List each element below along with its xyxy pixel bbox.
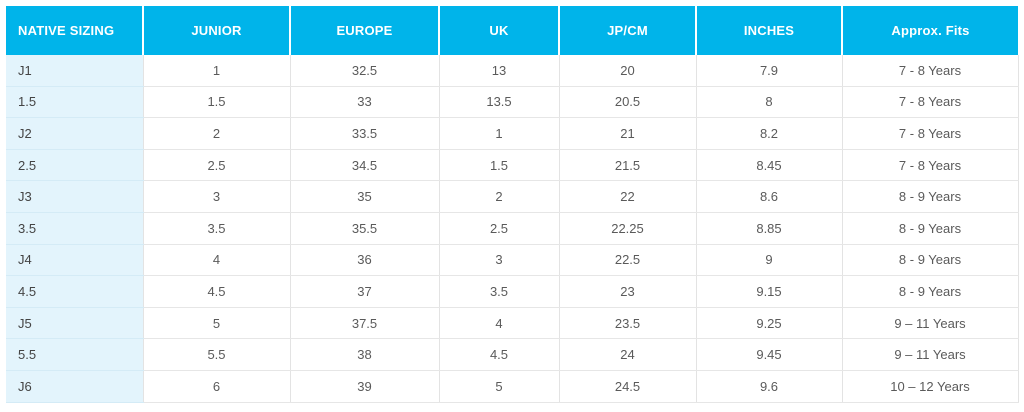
header-row: NATIVE SIZING JUNIOR EUROPE UK JP/CM INC… bbox=[6, 6, 1018, 55]
cell-junior: 3 bbox=[142, 180, 290, 213]
cell-jp-cm: 24.5 bbox=[558, 370, 696, 403]
table-row: 1.5 1.5 33 13.5 20.5 8 7 - 8 Years bbox=[6, 86, 1019, 119]
cell-native-size: J3 bbox=[6, 180, 143, 213]
table-row: 2.5 2.5 34.5 1.5 21.5 8.45 7 - 8 Years bbox=[6, 149, 1019, 182]
cell-junior: 6 bbox=[142, 370, 290, 403]
cell-inches: 8.85 bbox=[695, 212, 842, 245]
cell-uk: 13.5 bbox=[438, 86, 559, 119]
cell-europe: 37.5 bbox=[289, 307, 439, 340]
cell-inches: 9.45 bbox=[695, 338, 842, 371]
cell-inches: 7.9 bbox=[695, 55, 842, 87]
cell-jp-cm: 20 bbox=[558, 55, 696, 87]
cell-europe: 33 bbox=[289, 86, 439, 119]
cell-inches: 9.25 bbox=[695, 307, 842, 340]
cell-uk: 13 bbox=[438, 55, 559, 87]
cell-uk: 5 bbox=[438, 370, 559, 403]
cell-uk: 3 bbox=[438, 244, 559, 277]
cell-jp-cm: 21.5 bbox=[558, 149, 696, 182]
table-row: 3.5 3.5 35.5 2.5 22.25 8.85 8 - 9 Years bbox=[6, 212, 1019, 245]
cell-uk: 2.5 bbox=[438, 212, 559, 245]
cell-europe: 35.5 bbox=[289, 212, 439, 245]
cell-jp-cm: 24 bbox=[558, 338, 696, 371]
cell-jp-cm: 22.25 bbox=[558, 212, 696, 245]
cell-inches: 9.15 bbox=[695, 275, 842, 308]
cell-native-size: J1 bbox=[6, 55, 143, 87]
cell-jp-cm: 22.5 bbox=[558, 244, 696, 277]
cell-native-size: 5.5 bbox=[6, 338, 143, 371]
cell-europe: 36 bbox=[289, 244, 439, 277]
cell-inches: 8 bbox=[695, 86, 842, 119]
cell-junior: 3.5 bbox=[142, 212, 290, 245]
table-row: J3 3 35 2 22 8.6 8 - 9 Years bbox=[6, 180, 1019, 213]
cell-native-size: J5 bbox=[6, 307, 143, 340]
size-chart-table: NATIVE SIZING JUNIOR EUROPE UK JP/CM INC… bbox=[6, 6, 1019, 403]
cell-native-size: 4.5 bbox=[6, 275, 143, 308]
table-row: J2 2 33.5 1 21 8.2 7 - 8 Years bbox=[6, 117, 1019, 150]
table-row: 5.5 5.5 38 4.5 24 9.45 9 – 11 Years bbox=[6, 338, 1019, 371]
cell-europe: 35 bbox=[289, 180, 439, 213]
cell-approx-fits: 8 - 9 Years bbox=[841, 180, 1019, 213]
header-approx-fits: Approx. Fits bbox=[841, 6, 1018, 55]
cell-native-size: 2.5 bbox=[6, 149, 143, 182]
cell-native-size: J6 bbox=[6, 370, 143, 403]
cell-approx-fits: 8 - 9 Years bbox=[841, 275, 1019, 308]
header-uk: UK bbox=[438, 6, 559, 55]
cell-junior: 5 bbox=[142, 307, 290, 340]
cell-approx-fits: 9 – 11 Years bbox=[841, 338, 1019, 371]
header-europe: EUROPE bbox=[289, 6, 439, 55]
table-row: J5 5 37.5 4 23.5 9.25 9 – 11 Years bbox=[6, 307, 1019, 340]
cell-native-size: J2 bbox=[6, 117, 143, 150]
cell-europe: 32.5 bbox=[289, 55, 439, 87]
cell-jp-cm: 23 bbox=[558, 275, 696, 308]
cell-uk: 2 bbox=[438, 180, 559, 213]
cell-uk: 1 bbox=[438, 117, 559, 150]
cell-native-size: J4 bbox=[6, 244, 143, 277]
cell-europe: 39 bbox=[289, 370, 439, 403]
cell-europe: 33.5 bbox=[289, 117, 439, 150]
cell-approx-fits: 8 - 9 Years bbox=[841, 244, 1019, 277]
table-row: J6 6 39 5 24.5 9.6 10 – 12 Years bbox=[6, 370, 1019, 403]
cell-approx-fits: 7 - 8 Years bbox=[841, 86, 1019, 119]
cell-junior: 4.5 bbox=[142, 275, 290, 308]
cell-uk: 3.5 bbox=[438, 275, 559, 308]
table-body: J1 1 32.5 13 20 7.9 7 - 8 Years 1.5 1.5 33 13.5 20.… bbox=[6, 55, 1019, 403]
cell-jp-cm: 20.5 bbox=[558, 86, 696, 119]
cell-jp-cm: 22 bbox=[558, 180, 696, 213]
header-native-sizing: NATIVE SIZING bbox=[6, 6, 143, 55]
cell-inches: 9 bbox=[695, 244, 842, 277]
header-junior: JUNIOR bbox=[142, 6, 290, 55]
cell-approx-fits: 10 – 12 Years bbox=[841, 370, 1019, 403]
cell-inches: 9.6 bbox=[695, 370, 842, 403]
cell-europe: 38 bbox=[289, 338, 439, 371]
cell-junior: 1 bbox=[142, 55, 290, 87]
cell-junior: 4 bbox=[142, 244, 290, 277]
table-row: J4 4 36 3 22.5 9 8 - 9 Years bbox=[6, 244, 1019, 277]
table-row: J1 1 32.5 13 20 7.9 7 - 8 Years bbox=[6, 55, 1019, 87]
table-row: 4.5 4.5 37 3.5 23 9.15 8 - 9 Years bbox=[6, 275, 1019, 308]
cell-approx-fits: 7 - 8 Years bbox=[841, 117, 1019, 150]
cell-junior: 2.5 bbox=[142, 149, 290, 182]
cell-jp-cm: 21 bbox=[558, 117, 696, 150]
cell-approx-fits: 7 - 8 Years bbox=[841, 55, 1019, 87]
cell-approx-fits: 7 - 8 Years bbox=[841, 149, 1019, 182]
cell-inches: 8.6 bbox=[695, 180, 842, 213]
cell-approx-fits: 9 – 11 Years bbox=[841, 307, 1019, 340]
header-inches: INCHES bbox=[695, 6, 842, 55]
cell-junior: 2 bbox=[142, 117, 290, 150]
cell-uk: 4.5 bbox=[438, 338, 559, 371]
cell-native-size: 1.5 bbox=[6, 86, 143, 119]
cell-junior: 5.5 bbox=[142, 338, 290, 371]
cell-junior: 1.5 bbox=[142, 86, 290, 119]
cell-approx-fits: 8 - 9 Years bbox=[841, 212, 1019, 245]
cell-inches: 8.2 bbox=[695, 117, 842, 150]
cell-native-size: 3.5 bbox=[6, 212, 143, 245]
cell-europe: 34.5 bbox=[289, 149, 439, 182]
cell-europe: 37 bbox=[289, 275, 439, 308]
cell-uk: 1.5 bbox=[438, 149, 559, 182]
cell-jp-cm: 23.5 bbox=[558, 307, 696, 340]
cell-uk: 4 bbox=[438, 307, 559, 340]
cell-inches: 8.45 bbox=[695, 149, 842, 182]
header-jp-cm: JP/CM bbox=[558, 6, 696, 55]
